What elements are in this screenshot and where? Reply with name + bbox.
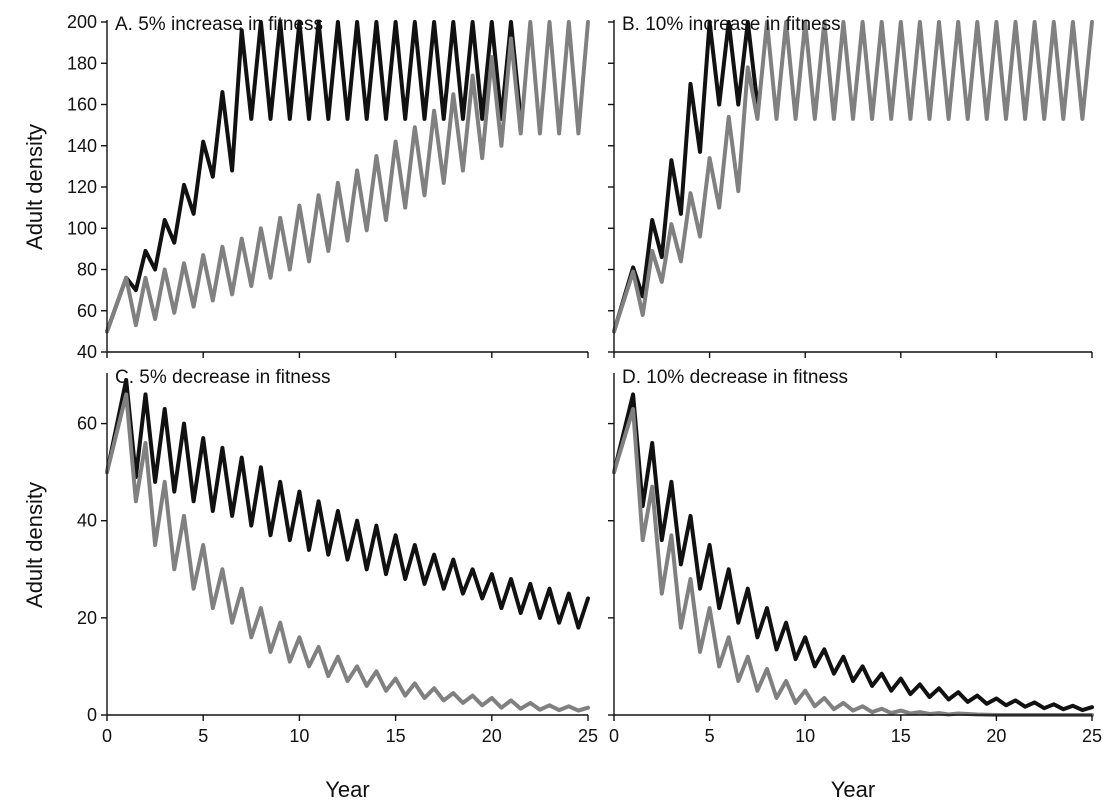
y-tick-label: 80 — [77, 260, 97, 280]
x-tick-label: 25 — [578, 726, 598, 746]
x-tick-label: 5 — [705, 726, 715, 746]
y-tick-label: 120 — [67, 177, 97, 197]
x-tick-label: 0 — [102, 726, 112, 746]
y-axis-title: Adult density — [22, 482, 47, 608]
series-line-gray — [612, 407, 1094, 717]
series-line-black — [105, 20, 523, 334]
panel-c: 0 5 10 15 20 25 0 20 40 60 C. 5% decrease in fitne… — [22, 367, 598, 802]
x-tick-label: 15 — [891, 726, 911, 746]
x-tick-label: 15 — [386, 726, 406, 746]
y-tick-label: 160 — [67, 95, 97, 115]
x-tick-label: 25 — [1082, 726, 1102, 746]
y-tick-label: 140 — [67, 136, 97, 156]
y-tick-label: 200 — [67, 12, 97, 32]
y-tick-label: 40 — [77, 511, 97, 531]
x-tick-label: 10 — [795, 726, 815, 746]
x-axis-title: Year — [831, 777, 875, 802]
panel-a: 40 60 80 100 120 140 160 180 200 A. 5% increase i… — [22, 12, 590, 362]
series-line-gray — [105, 20, 590, 334]
panel-title: A. 5% increase in fitness — [115, 14, 323, 35]
x-tick-label: 5 — [198, 726, 208, 746]
series-line-black — [612, 20, 760, 334]
x-tick-label: 0 — [609, 726, 619, 746]
y-axis-title: Adult density — [22, 124, 47, 250]
x-tick-label: 20 — [482, 726, 502, 746]
series-line-gray — [612, 20, 1094, 334]
y-tick-label: 180 — [67, 53, 97, 73]
y-tick-label: 60 — [77, 301, 97, 321]
series-line-black — [612, 392, 1094, 713]
y-tick-label: 60 — [77, 414, 97, 434]
x-tick-label: 10 — [289, 726, 309, 746]
x-axis-title: Year — [325, 777, 369, 802]
panel-title: B. 10% increase in fitness — [622, 14, 841, 35]
panel-title: C. 5% decrease in fitness — [115, 367, 330, 388]
y-tick-label: 100 — [67, 218, 97, 238]
x-tick-label: 20 — [986, 726, 1006, 746]
panel-b: B. 10% increase in fitness — [608, 14, 1094, 358]
y-tick-label: 0 — [87, 705, 97, 725]
series-line-gray — [105, 392, 590, 713]
series-line-black — [105, 377, 590, 630]
y-tick-label: 20 — [77, 608, 97, 628]
panel-d: 0 5 10 15 20 25 D. 10% decrease in fitness Year — [608, 367, 1102, 802]
y-tick-label: 40 — [77, 342, 97, 362]
panel-title: D. 10% decrease in fitness — [622, 367, 848, 388]
